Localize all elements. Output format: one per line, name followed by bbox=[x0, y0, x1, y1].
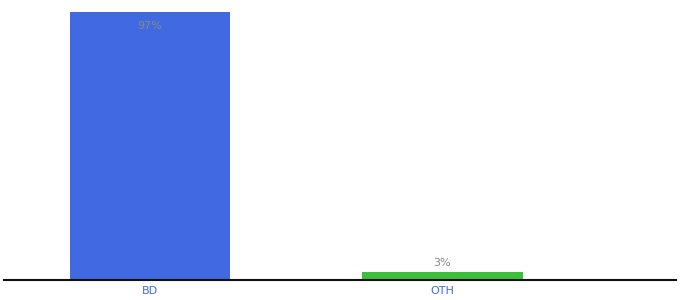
Bar bbox=[362, 272, 522, 280]
Bar bbox=[70, 12, 231, 280]
Text: 97%: 97% bbox=[138, 21, 163, 31]
Text: 3%: 3% bbox=[433, 258, 451, 268]
